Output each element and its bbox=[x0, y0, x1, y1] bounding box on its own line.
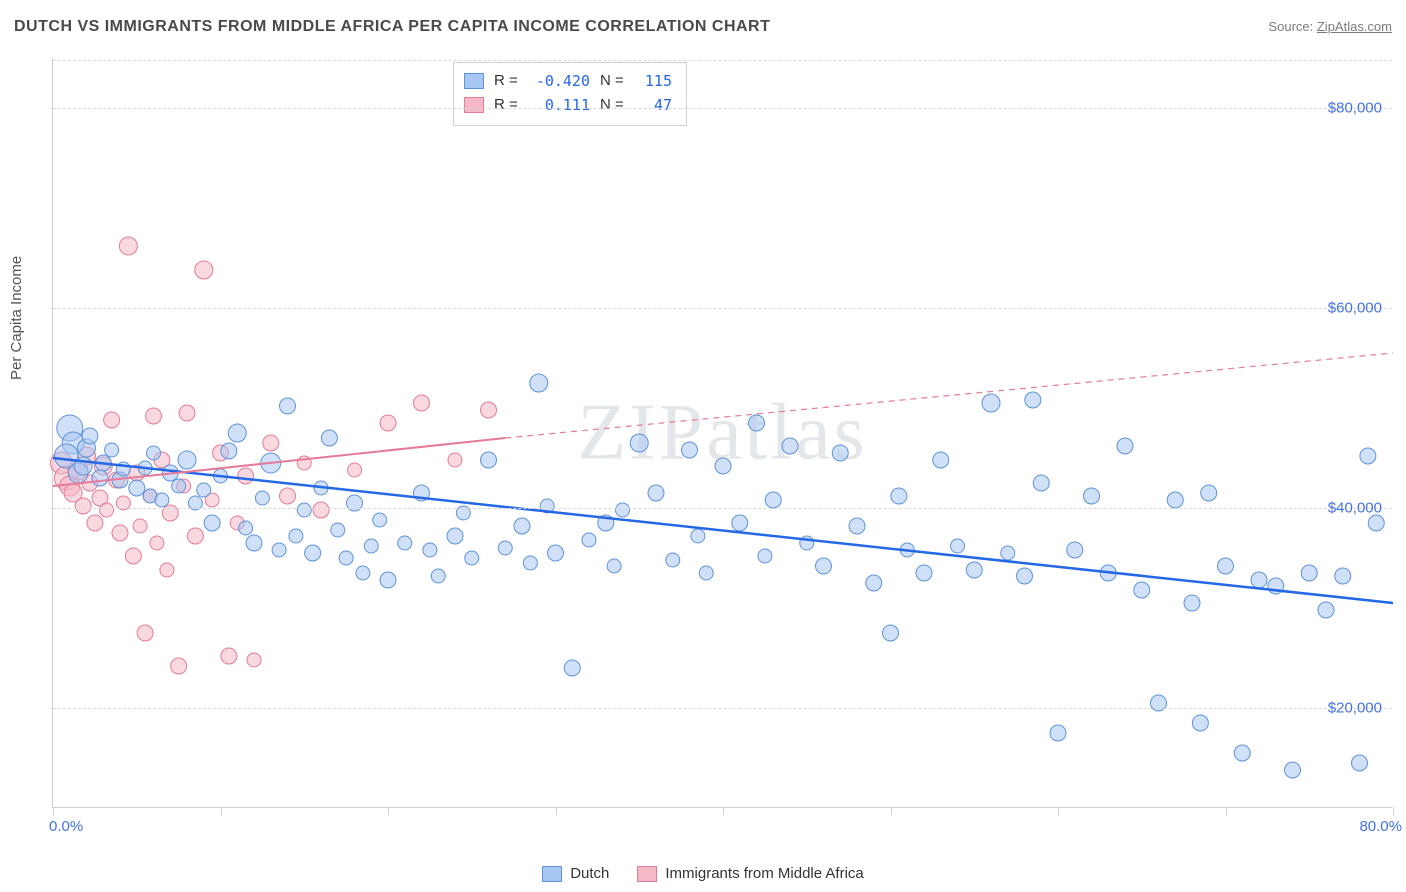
stats-row-immigrants: R = 0.111 N = 47 bbox=[464, 93, 672, 117]
legend-item-dutch: Dutch bbox=[542, 865, 609, 882]
x-tick bbox=[388, 807, 389, 815]
x-tick bbox=[723, 807, 724, 815]
y-tick-label: $80,000 bbox=[1328, 100, 1382, 117]
chart-title: DUTCH VS IMMIGRANTS FROM MIDDLE AFRICA P… bbox=[14, 18, 770, 36]
chart-source: Source: ZipAtlas.com bbox=[1268, 19, 1392, 34]
gridline bbox=[53, 308, 1392, 309]
chart-svg bbox=[53, 58, 1392, 807]
x-tick bbox=[221, 807, 222, 815]
gridline bbox=[53, 60, 1392, 61]
y-tick-label: $40,000 bbox=[1328, 500, 1382, 517]
x-tick bbox=[1058, 807, 1059, 815]
x-tick bbox=[1226, 807, 1227, 815]
correlation-stats-box: R = -0.420 N = 115 R = 0.111 N = 47 bbox=[453, 62, 687, 126]
y-tick-label: $60,000 bbox=[1328, 300, 1382, 317]
x-tick bbox=[53, 807, 54, 815]
chart-header: DUTCH VS IMMIGRANTS FROM MIDDLE AFRICA P… bbox=[14, 18, 1392, 36]
y-tick-label: $20,000 bbox=[1328, 700, 1382, 717]
swatch-immigrants bbox=[464, 97, 484, 113]
legend-item-immigrants: Immigrants from Middle Africa bbox=[637, 865, 863, 882]
plot-area: ZIPatlas R = -0.420 N = 115 R = 0.111 N … bbox=[52, 58, 1392, 808]
x-tick bbox=[891, 807, 892, 815]
stats-row-dutch: R = -0.420 N = 115 bbox=[464, 69, 672, 93]
gridline bbox=[53, 708, 1392, 709]
legend-swatch-dutch bbox=[542, 866, 562, 882]
legend-swatch-immigrants bbox=[637, 866, 657, 882]
x-tick bbox=[1393, 807, 1394, 815]
x-tick bbox=[556, 807, 557, 815]
x-axis-max-label: 80.0% bbox=[1359, 818, 1402, 835]
y-axis-label: Per Capita Income bbox=[8, 256, 25, 380]
gridline bbox=[53, 508, 1392, 509]
x-axis-min-label: 0.0% bbox=[49, 818, 83, 835]
gridline bbox=[53, 108, 1392, 109]
source-link[interactable]: ZipAtlas.com bbox=[1317, 19, 1392, 34]
bottom-legend: Dutch Immigrants from Middle Africa bbox=[0, 865, 1406, 882]
swatch-dutch bbox=[464, 73, 484, 89]
